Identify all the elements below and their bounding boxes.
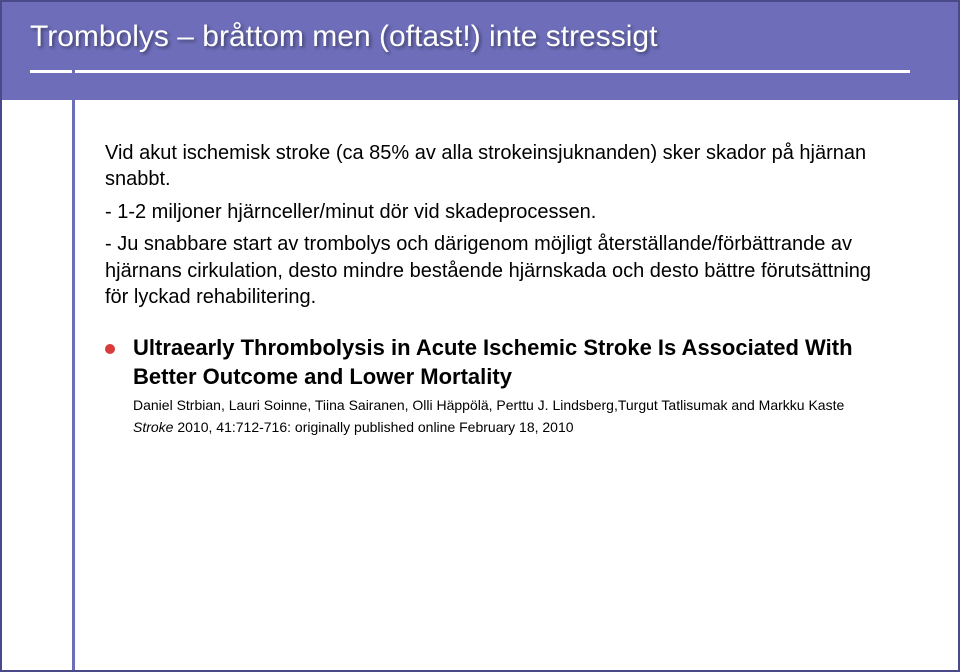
bullet-title: Ultraearly Thrombolysis in Acute Ischemi… xyxy=(133,334,895,391)
title-underline xyxy=(30,70,910,73)
vertical-divider xyxy=(72,70,75,672)
paragraph-1: Vid akut ischemisk stroke (ca 85% av all… xyxy=(105,140,895,193)
journal-name: Stroke xyxy=(133,419,173,435)
citation-authors: Daniel Strbian, Lauri Soinne, Tiina Sair… xyxy=(133,396,895,415)
citation-rest: 2010, 41:712-716: originally published o… xyxy=(173,419,573,435)
citation-source: Stroke 2010, 41:712-716: originally publ… xyxy=(133,418,895,437)
slide-title: Trombolys – bråttom men (oftast!) inte s… xyxy=(30,20,657,54)
bullet-icon xyxy=(105,344,115,354)
bullet-item: Ultraearly Thrombolysis in Acute Ischemi… xyxy=(105,334,895,437)
paragraph-3: - Ju snabbare start av trombolys och där… xyxy=(105,231,895,310)
bullet-text: Ultraearly Thrombolysis in Acute Ischemi… xyxy=(133,334,895,437)
paragraph-2: - 1-2 miljoner hjärnceller/minut dör vid… xyxy=(105,199,895,225)
content-area: Vid akut ischemisk stroke (ca 85% av all… xyxy=(105,140,895,437)
